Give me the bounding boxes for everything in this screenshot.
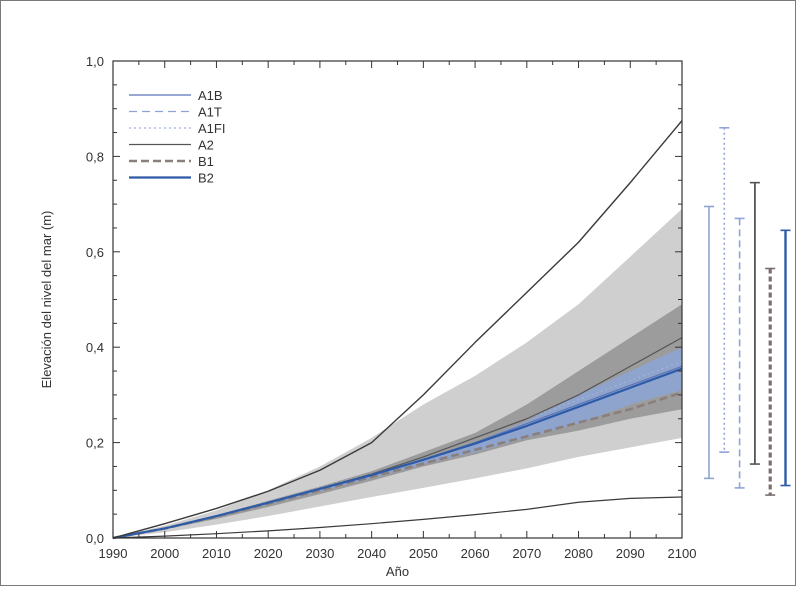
x-tick-label: 2070 — [512, 546, 541, 561]
legend-label-a1b: A1B — [198, 88, 223, 103]
x-tick-label: 2100 — [668, 546, 697, 561]
y-axis-label: Elevación del nivel del mar (m) — [39, 211, 54, 389]
envelope-line-8 — [112, 496, 683, 539]
legend-label-a1fi: A1FI — [198, 121, 225, 136]
y-tick-label: 0,2 — [86, 436, 104, 451]
y-tick-label: 1,0 — [86, 54, 104, 69]
legend-label-b1: B1 — [198, 154, 214, 169]
legend-label-a2: A2 — [198, 138, 214, 153]
x-tick-label: 1990 — [99, 546, 128, 561]
y-tick-label: 0,4 — [86, 340, 104, 355]
y-tick-label: 0,0 — [86, 531, 104, 546]
legend-label-a1t: A1T — [198, 105, 222, 120]
legend-label-b2: B2 — [198, 171, 214, 186]
x-axis-label: Año — [386, 564, 409, 579]
x-tick-label: 2020 — [254, 546, 283, 561]
x-tick-label: 2000 — [150, 546, 179, 561]
x-tick-label: 2090 — [616, 546, 645, 561]
y-tick-label: 0,6 — [86, 245, 104, 260]
series-line-a1fi — [112, 360, 683, 539]
series-line-b2 — [112, 367, 683, 540]
y-tick-label: 0,8 — [86, 149, 104, 164]
uncertainty-band-1 — [113, 208, 682, 538]
x-tick-label: 2080 — [564, 546, 593, 561]
x-tick-label: 2030 — [305, 546, 334, 561]
x-tick-label: 2050 — [409, 546, 438, 561]
envelope-line-7 — [112, 120, 683, 539]
x-tick-label: 2040 — [357, 546, 386, 561]
x-tick-label: 2060 — [461, 546, 490, 561]
x-tick-label: 2010 — [202, 546, 231, 561]
